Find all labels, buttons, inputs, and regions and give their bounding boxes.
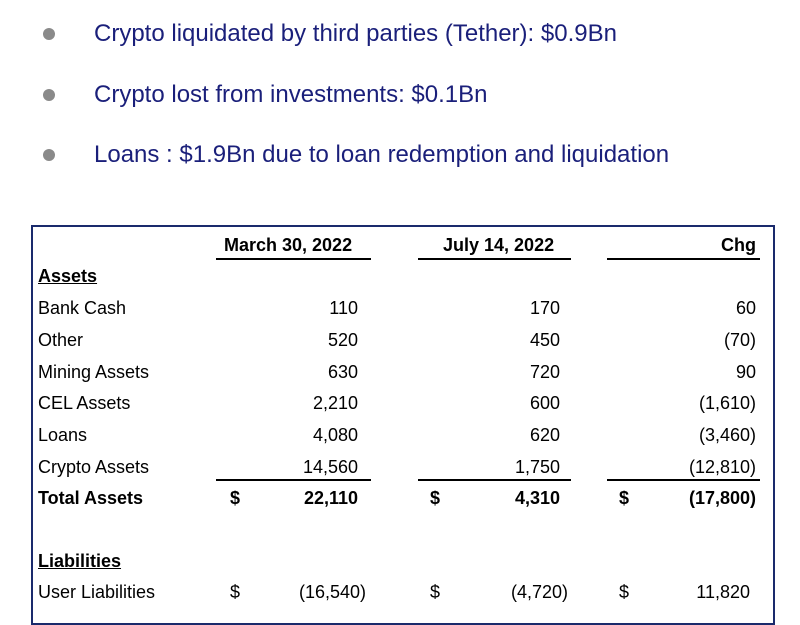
row-label: CEL Assets — [38, 393, 131, 413]
currency-symbol: $ — [430, 488, 441, 508]
row-chg-value: (70) — [723, 330, 756, 350]
currency-symbol: $ — [619, 488, 630, 508]
user-liabilities-chg: 11,820 — [696, 582, 750, 602]
row-july-value: 450 — [529, 330, 560, 350]
row-chg-value: 90 — [735, 362, 756, 382]
bullet-dot-icon — [43, 28, 55, 40]
row-chg-value: (1,610) — [698, 393, 756, 413]
header-march-30-2022: March 30, 2022 — [224, 235, 353, 255]
row-july-value: 600 — [529, 393, 560, 413]
total-july: 4,310 — [514, 488, 560, 508]
row-july-value: 620 — [529, 425, 560, 445]
currency-symbol: $ — [430, 582, 441, 602]
header-underline — [216, 258, 371, 260]
row-march-value: 110 — [329, 298, 358, 318]
section-liabilities: Liabilities — [38, 551, 122, 571]
row-chg-value: 60 — [735, 298, 756, 318]
total-chg: (17,800) — [688, 488, 756, 508]
row-march-value: 520 — [327, 330, 358, 350]
row-march-value: 4,080 — [312, 425, 358, 445]
currency-symbol: $ — [230, 582, 241, 602]
total-assets-label: Total Assets — [38, 488, 144, 508]
total-underline — [607, 479, 760, 481]
user-liabilities-july: (4,720) — [510, 582, 568, 602]
header-july-14-2022: July 14, 2022 — [443, 235, 555, 255]
row-march-value: 2,210 — [312, 393, 358, 413]
row-label: Loans — [38, 425, 88, 445]
row-july-value: 170 — [529, 298, 560, 318]
total-march: 22,110 — [303, 488, 358, 508]
bullet-dot-icon — [43, 89, 55, 101]
row-chg-value: (3,460) — [698, 425, 756, 445]
total-underline — [216, 479, 371, 481]
bullet-item: Loans : $1.9Bn due to loan redemption an… — [0, 135, 800, 175]
row-march-value: 14,560 — [302, 457, 358, 477]
header-underline — [607, 258, 760, 260]
bullet-dot-icon — [43, 149, 55, 161]
user-liabilities-march: (16,540) — [298, 582, 366, 602]
row-label: Other — [38, 330, 84, 350]
row-label: Bank Cash — [38, 298, 127, 318]
currency-symbol: $ — [619, 582, 630, 602]
row-july-value: 720 — [529, 362, 560, 382]
balance-sheet-table — [31, 225, 775, 625]
row-july-value: 1,750 — [514, 457, 560, 477]
bullet-item: Crypto lost from investments: $0.1Bn — [0, 75, 800, 115]
total-underline — [418, 479, 571, 481]
header-underline — [418, 258, 571, 260]
header-chg: Chg — [721, 235, 756, 255]
user-liabilities-label: User Liabilities — [38, 582, 156, 602]
row-label: Mining Assets — [38, 362, 150, 382]
bullet-text: Crypto lost from investments: $0.1Bn — [94, 81, 488, 108]
currency-symbol: $ — [230, 488, 241, 508]
bullet-text: Crypto liquidated by third parties (Teth… — [94, 20, 617, 47]
row-chg-value: (12,810) — [688, 457, 756, 477]
row-label: Crypto Assets — [38, 457, 150, 477]
bullet-item: Crypto liquidated by third parties (Teth… — [0, 14, 800, 54]
section-assets: Assets — [38, 266, 98, 286]
row-march-value: 630 — [327, 362, 358, 382]
bullet-text: Loans : $1.9Bn due to loan redemption an… — [94, 141, 670, 168]
